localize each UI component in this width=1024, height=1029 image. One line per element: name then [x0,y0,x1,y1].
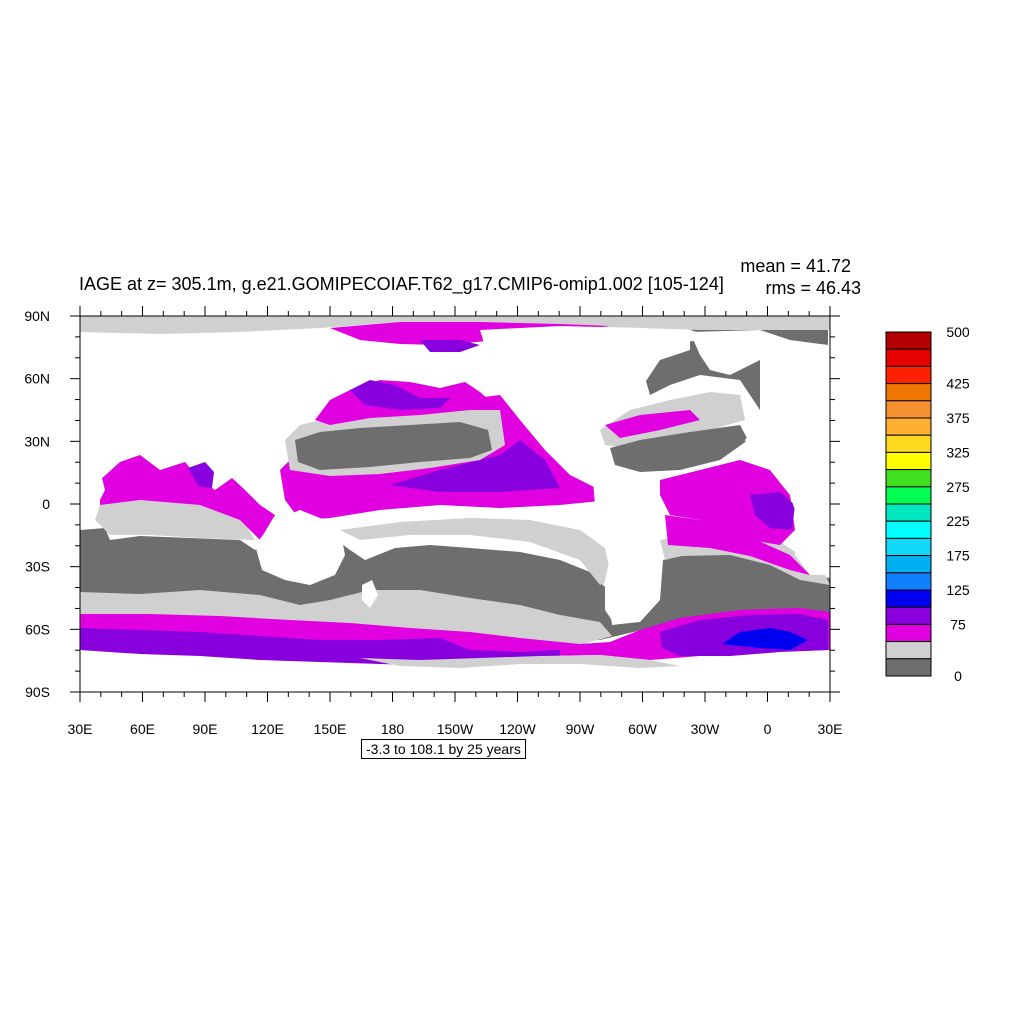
x-tick-label: 60E [130,721,155,737]
north-atlantic-dark-gray [610,425,748,472]
colorbar-segment [885,641,932,660]
x-tick-label: 90W [566,721,596,737]
colorbar-segment [885,365,932,385]
tropical-atlantic-magenta [660,460,795,545]
antarctic-shelf-light-gray [360,655,680,668]
map-field [80,316,830,692]
colorbar-segment [885,383,932,402]
australia-land [255,510,345,585]
antarctica-land [80,650,830,692]
colorbar [885,331,932,677]
colorbar-label: 500 [946,324,970,340]
north-atlantic-north-magenta [605,410,700,438]
east-africa-land [80,470,105,515]
x-tick-label: 30E [818,721,843,737]
east-pacific-violet [390,440,560,492]
colorbar-segment [885,348,932,367]
colorbar-segment [885,589,932,608]
x-tick-label: 60W [628,721,658,737]
y-tick-label: 90N [24,308,50,324]
colorbar-segment [885,623,932,643]
colorbar-segment [885,400,932,419]
y-axis-labels: 90N 60N 30N 0 30S 60S 90S [24,308,50,700]
colorbar-segment [885,658,932,677]
x-tick-label: 30W [691,721,721,737]
colorbar-label: 0 [954,668,962,684]
colorbar-segment [885,572,932,591]
eurasia-land [80,330,335,482]
x-tick-label: 90E [193,721,218,737]
colorbar-segment [885,486,932,505]
colorbar-label: 125 [946,582,970,598]
colorbar-label: 425 [946,376,970,392]
south-atlantic-magenta [665,515,810,575]
arctic-violet [420,340,480,352]
north-america-land [480,326,690,470]
colorbar-label: 75 [950,616,966,632]
indian-ocean-magenta [100,455,275,540]
continents [80,326,830,692]
weddell-blue [722,628,808,650]
colorbar-segment [885,469,932,488]
x-tick-label: 30E [68,721,93,737]
colorbar-segment [885,537,932,557]
south-pacific-light-gray [340,518,612,585]
colorbar-segment [885,503,932,522]
colorbar-label: 225 [946,513,970,529]
colorbar-segment [885,331,932,350]
bay-of-bengal-violet [188,462,214,488]
x-tick-label: 150E [314,721,347,737]
x-tick-label: 120E [251,721,284,737]
mean-stat: mean = 41.72 [740,256,851,276]
colorbar-segment [885,434,932,453]
north-pacific-dark-gray [295,422,492,470]
y-tick-label: 30S [25,559,50,575]
colorbar-segment [885,555,932,574]
colorbar-segment [885,451,932,471]
y-tick-label: 60N [24,371,50,387]
x-axis-labels: 30E 60E 90E 120E 150E 180 150W 120W 90W 60W 30W 0 30… [68,721,843,737]
y-tick-label: 60S [25,621,50,637]
axis-ticks [70,306,840,702]
figure-title: IAGE at z= 305.1m, g.e21.GOMIPECOIAF.T62… [79,274,724,294]
colorbar-labels: 500 425 375 325 275 225 175 125 75 0 [946,324,970,684]
rms-stat: rms = 46.43 [765,278,861,298]
colorbar-label: 325 [946,444,970,460]
gulf-of-guinea-violet [750,492,795,530]
x-tick-label: 150W [437,721,474,737]
africa-land [745,415,830,575]
colorbar-label: 375 [946,410,970,426]
greenland-land [690,330,790,375]
contour-info-box: -3.3 to 108.1 by 25 years [361,739,526,759]
y-tick-label: 30N [24,433,50,449]
new-zealand-land [362,580,378,608]
colorbar-segment [885,417,932,436]
colorbar-label: 175 [946,548,970,564]
y-tick-label: 0 [42,496,50,512]
colorbar-segment [885,606,932,625]
x-tick-label: 120W [499,721,536,737]
y-tick-label: 90S [25,684,50,700]
south-america-land [592,470,665,625]
okhotsk-violet [350,380,450,410]
arctic-light-gray [80,316,830,334]
colorbar-label: 275 [946,479,970,495]
antarctic-violet-band [80,628,560,666]
colorbar-segment [885,520,932,539]
x-tick-label: 180 [381,721,405,737]
x-tick-label: 0 [764,721,772,737]
southern-ring-light-gray [80,590,612,645]
